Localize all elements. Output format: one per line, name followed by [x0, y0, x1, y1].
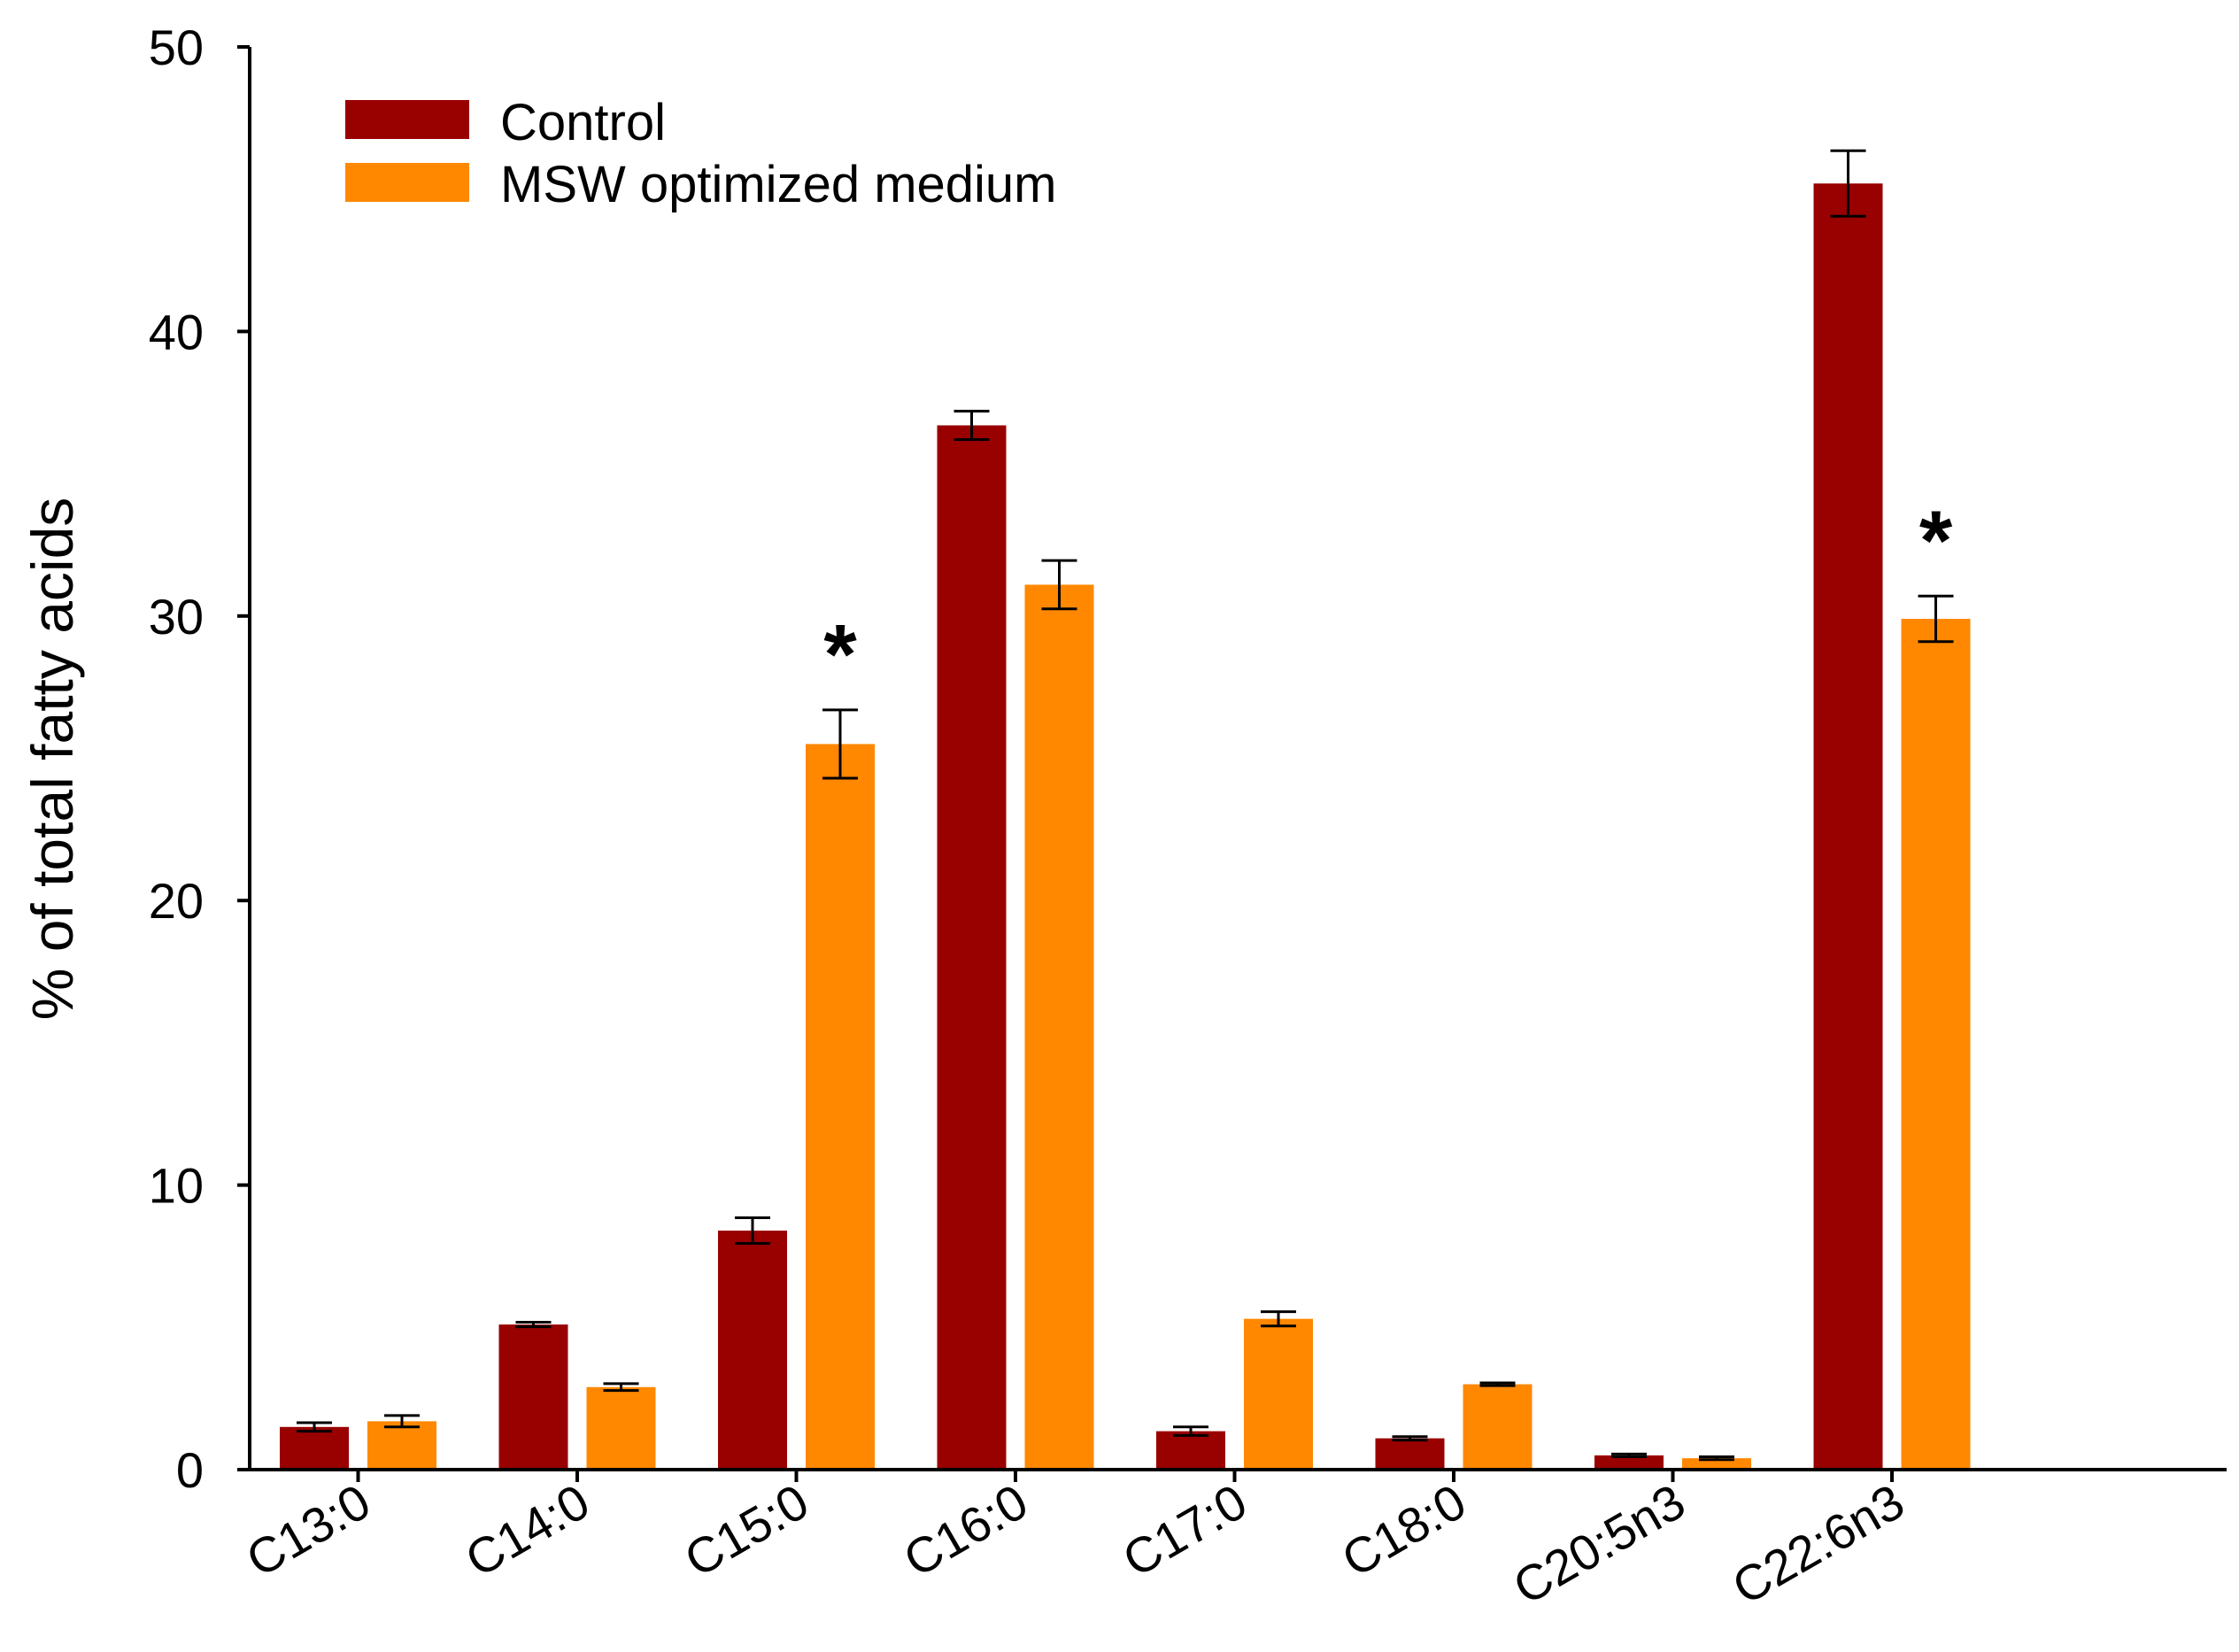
legend-swatch-msw-optimized-medium — [345, 163, 469, 202]
y-tick-label-30: 30 — [149, 589, 204, 645]
bar-msw-optimized-medium-c17-0 — [1244, 1318, 1313, 1470]
legend-label-msw-optimized-medium: MSW optimized medium — [500, 156, 1056, 213]
x-tick-label-c15-0: C15:0 — [676, 1473, 818, 1587]
x-tick-label-c20-5n3: C20:5n3 — [1504, 1473, 1695, 1615]
bar-msw-optimized-medium-c13-0 — [367, 1421, 436, 1470]
bar-control-c20-5n3 — [1594, 1455, 1664, 1470]
bar-msw-optimized-medium-c22-6n3 — [1901, 619, 1971, 1470]
bar-msw-optimized-medium-c18-0 — [1463, 1384, 1533, 1470]
bar-control-c14-0 — [498, 1324, 568, 1470]
legend-swatch-control — [345, 100, 469, 139]
bar-control-c16-0 — [937, 425, 1007, 1470]
x-tick-label-c14-0: C14:0 — [456, 1473, 598, 1587]
legend: Control MSW optimized medium — [345, 94, 1056, 213]
x-tick-label-c13-0: C13:0 — [237, 1473, 380, 1587]
x-tick-label-c18-0: C18:0 — [1332, 1473, 1475, 1587]
significance-star-c22-6n3: * — [1919, 493, 1953, 588]
legend-label-control: Control — [500, 94, 666, 151]
significance-star-c15-0: * — [823, 607, 857, 702]
x-tick-label-c17-0: C17:0 — [1114, 1473, 1256, 1587]
y-tick-label-40: 40 — [149, 304, 204, 359]
plot-area: 0 10 20 30 40 50 C13:0 C14:0 C15:0 C16:0 C17:0 C18:… — [149, 19, 2227, 1615]
bar-msw-optimized-medium-c20-5n3 — [1682, 1458, 1751, 1470]
bar-msw-optimized-medium-c15-0 — [806, 744, 875, 1470]
y-tick-label-10: 10 — [149, 1158, 204, 1214]
bar-control-c22-6n3 — [1813, 183, 1883, 1471]
y-axis-title: % of total fatty acids — [19, 498, 85, 1021]
bar-msw-optimized-medium-c14-0 — [586, 1386, 656, 1470]
bar-msw-optimized-medium-c16-0 — [1024, 584, 1094, 1470]
x-tick-label-c16-0: C16:0 — [894, 1473, 1037, 1587]
y-tick-label-20: 20 — [149, 873, 204, 929]
bar-control-c13-0 — [280, 1426, 349, 1470]
bar-control-c15-0 — [718, 1231, 787, 1470]
x-tick-label-c22-6n3: C22:6n3 — [1723, 1473, 1913, 1615]
bar-control-c17-0 — [1156, 1431, 1225, 1470]
y-tick-label-50: 50 — [149, 19, 204, 75]
y-tick-label-0: 0 — [176, 1442, 204, 1498]
bar-control-c18-0 — [1375, 1438, 1445, 1470]
